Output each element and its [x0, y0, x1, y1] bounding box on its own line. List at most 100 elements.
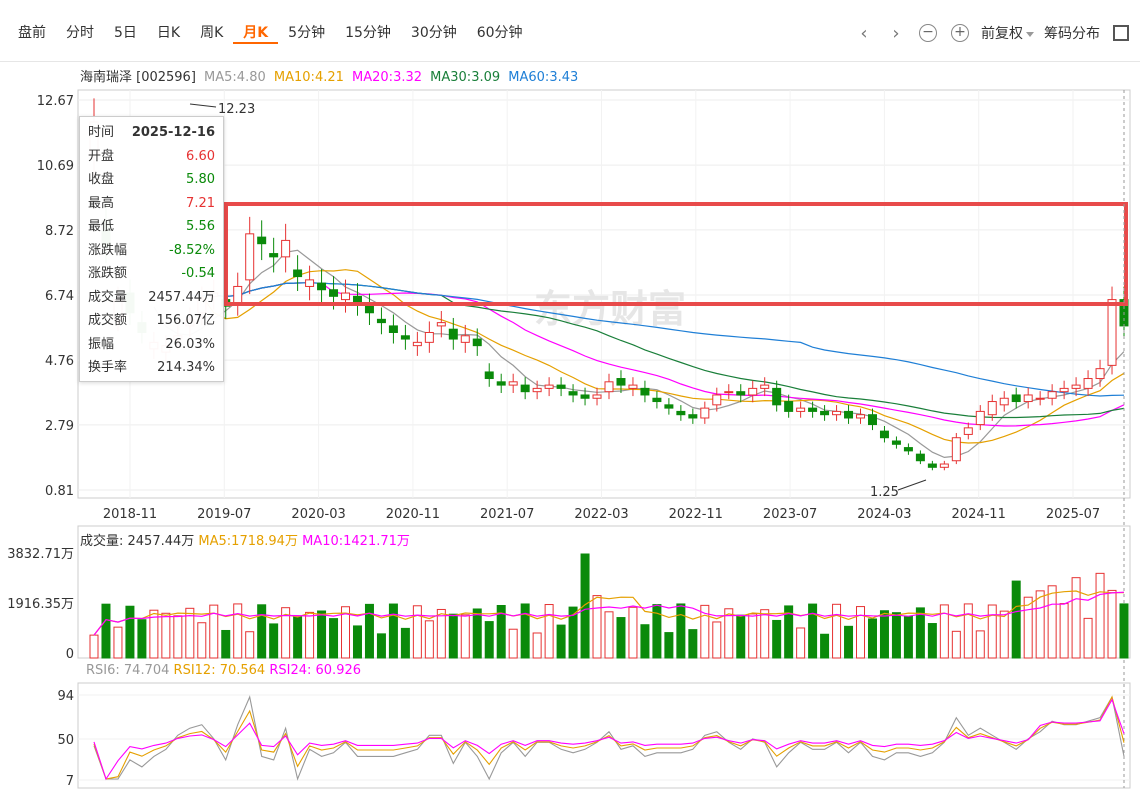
tooltip-value: 6.60: [186, 148, 215, 164]
candle-body: [364, 305, 374, 314]
candle-body: [951, 437, 961, 462]
candle-body: [233, 285, 243, 304]
tooltip-row: 换手率 214.34%: [88, 356, 215, 380]
tab-9[interactable]: 60分钟: [476, 25, 523, 41]
volume-bar: [508, 628, 518, 659]
candle-body: [1095, 368, 1105, 380]
candle-body: [688, 414, 698, 419]
candle-body: [987, 401, 997, 416]
volume-ma10-label: MA10:1421.71万: [302, 534, 410, 549]
tooltip-value: -8.52%: [169, 242, 215, 258]
tab-2[interactable]: 5日: [114, 25, 137, 41]
volume-bar: [352, 625, 362, 659]
date-tick-label: 2020-11: [386, 507, 440, 522]
volume-bar: [676, 603, 686, 659]
candle-body: [436, 322, 446, 327]
candle-body: [1083, 378, 1093, 389]
pane-frame: [77, 682, 1131, 789]
candle-body: [293, 269, 303, 278]
volume-bar: [796, 627, 806, 659]
toolbar: 盘前 分时 5日 日K 周K 月K 5分钟 15分钟 30分钟 60分钟 ‹ › − + 前复权 …: [0, 0, 1140, 62]
ma10-line: [189, 269, 1125, 444]
candle-body: [388, 325, 398, 333]
volume-bar: [293, 616, 303, 659]
chevron-right-icon[interactable]: ›: [892, 22, 900, 44]
candle-body: [496, 381, 506, 386]
tooltip-row: 涨跌额 -0.54: [88, 262, 215, 286]
volume-bar: [532, 632, 542, 659]
candle-body: [341, 292, 351, 301]
tab-4[interactable]: 周K: [200, 25, 224, 41]
volume-bar: [460, 614, 470, 659]
candle-body: [664, 404, 674, 409]
candle-body: [616, 378, 626, 386]
volume-bar: [424, 620, 434, 659]
chip-distribution-button[interactable]: 筹码分布: [1044, 26, 1100, 42]
candle-body: [832, 410, 842, 416]
price-tick-label: 8.72: [45, 224, 74, 239]
candle-body: [460, 335, 470, 343]
candle-body: [963, 427, 973, 435]
tab-6[interactable]: 5分钟: [288, 25, 326, 41]
volume-bar: [1107, 589, 1117, 659]
right-tools: ‹ › − + 前复权 筹码分布: [853, 22, 1132, 44]
volume-bar: [939, 604, 949, 659]
adjust-dropdown[interactable]: 前复权: [981, 23, 1034, 43]
tooltip-key: 成交量: [88, 289, 128, 305]
candle-body: [652, 397, 662, 403]
price-tick-label: 4.76: [45, 354, 74, 369]
ma5-line: [153, 249, 1125, 459]
tooltip-row: 成交额 156.07亿: [88, 309, 215, 333]
volume-bar: [233, 603, 243, 659]
ma60-label: MA60:3.43: [508, 70, 579, 85]
candle-body: [556, 384, 566, 389]
tab-5[interactable]: 月K: [233, 22, 279, 44]
candle-body: [245, 233, 255, 281]
volume-bar: [1083, 617, 1093, 659]
zoom-in-icon[interactable]: +: [949, 22, 971, 44]
tab-1[interactable]: 分时: [66, 25, 94, 41]
volume-bar: [724, 608, 734, 659]
candle-body: [927, 463, 937, 468]
volume-bar: [1035, 590, 1045, 659]
volume-bar: [784, 605, 794, 659]
zoom-out-icon[interactable]: −: [917, 22, 939, 44]
candle-body: [1071, 384, 1081, 389]
date-tick-label: 2023-07: [763, 507, 817, 522]
candle-body: [1047, 391, 1057, 399]
tab-0[interactable]: 盘前: [18, 25, 46, 41]
price-tick-label: 0.81: [45, 484, 74, 499]
volume-bar: [736, 614, 746, 659]
volume-bar: [640, 624, 650, 659]
low-annotation: 1.25: [870, 485, 899, 500]
ma20-label: MA20:3.32: [352, 70, 423, 85]
date-tick-label: 2024-11: [952, 507, 1006, 522]
tooltip-value: 7.21: [186, 195, 215, 211]
tab-3[interactable]: 日K: [156, 25, 181, 41]
tooltip-key: 开盘: [88, 148, 115, 164]
chevron-left-icon[interactable]: ‹: [860, 22, 868, 44]
tab-8[interactable]: 30分钟: [410, 25, 457, 41]
candle-body: [724, 391, 734, 394]
tab-7[interactable]: 15分钟: [345, 25, 391, 41]
volume-bar: [915, 607, 925, 659]
candle-body: [1059, 387, 1069, 393]
rsi12-line: [93, 695, 1125, 780]
volume-bar: [975, 630, 985, 659]
candle-body: [592, 394, 602, 399]
candle-body: [844, 410, 854, 419]
price-tick-label: 12.67: [37, 94, 74, 109]
rsi-legend: RSI6: 74.704 RSI12: 70.564 RSI24: 60.926: [86, 663, 361, 678]
high-annotation: 12.23: [218, 102, 255, 117]
volume-bar: [197, 622, 207, 659]
volume-ma10-line: [93, 591, 1125, 636]
candle-body: [856, 414, 866, 419]
candle-body: [939, 463, 949, 468]
rsi-tick-label: 50: [57, 733, 74, 748]
candle-body: [305, 279, 315, 287]
tooltip-value: 214.34%: [157, 360, 215, 375]
volume-bar: [1119, 603, 1129, 659]
candle-body: [1107, 299, 1117, 366]
fullscreen-icon[interactable]: [1110, 22, 1132, 44]
